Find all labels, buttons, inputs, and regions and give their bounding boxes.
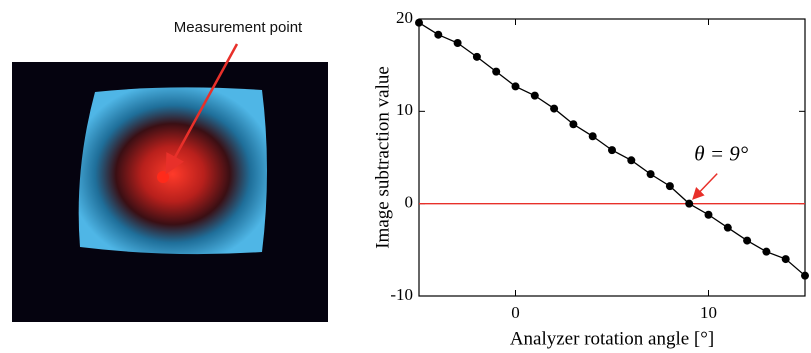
data-point (743, 237, 751, 245)
data-point (531, 92, 539, 100)
figure: Measurement point -10 0 10 20 0 10 Analyzer ro… (0, 0, 811, 353)
data-point (569, 120, 577, 128)
y-tick-label: 0 (405, 193, 414, 212)
annotation-text: θ = 9° (694, 141, 748, 165)
data-point (647, 170, 655, 178)
data-point (724, 224, 732, 232)
data-point (550, 105, 558, 113)
data-point (762, 248, 770, 256)
data-point (801, 272, 809, 280)
sample-image (79, 87, 267, 254)
data-point (415, 19, 423, 27)
y-tick-label: 20 (396, 8, 413, 27)
data-point (782, 255, 790, 263)
data-point (512, 82, 520, 90)
chart: -10 0 10 20 0 10 Analyzer rotation angle [°] Im… (372, 8, 809, 349)
data-point (627, 156, 635, 164)
data-point (454, 39, 462, 47)
y-tick-label: 10 (396, 100, 413, 119)
y-axis-label: Image subtraction value (372, 66, 393, 249)
data-point (589, 132, 597, 140)
x-tick-label: 0 (511, 303, 520, 322)
data-point (705, 211, 713, 219)
data-point (608, 146, 616, 154)
x-axis-label: Analyzer rotation angle [°] (510, 328, 714, 349)
page: {"figure": {"label": "Measurement point"… (0, 0, 811, 353)
annotation-arrow (694, 174, 717, 198)
measurement-point (157, 171, 169, 183)
data-point (473, 53, 481, 61)
data-point (492, 68, 500, 76)
data-point (434, 31, 442, 39)
y-tick-label: -10 (390, 285, 413, 304)
image-label: Measurement point (174, 19, 303, 36)
data-point (666, 182, 674, 190)
data-point (685, 200, 693, 208)
x-tick-label: 10 (700, 303, 717, 322)
